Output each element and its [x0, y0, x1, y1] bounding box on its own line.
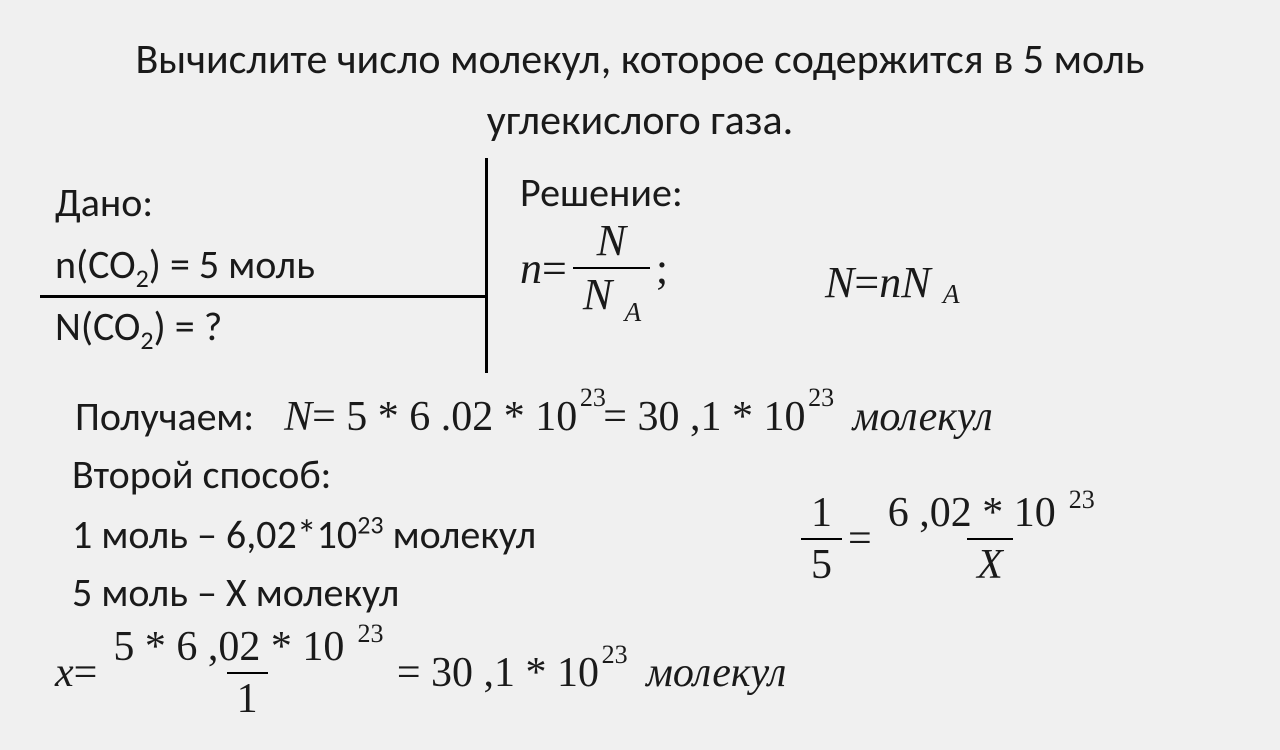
frac-n2a: 6 ,02 * 10	[888, 490, 1067, 536]
given-l2-pre: N(CO	[55, 302, 140, 351]
prop-l1b: молекул	[384, 510, 537, 559]
prop-line-1: 1 моль – 6,02*1023 молекул	[72, 506, 536, 564]
bot-frac: 5 * 6 ,02 * 10 23 1	[103, 624, 391, 722]
bot-unit: молекул	[646, 649, 786, 697]
formula-n-equals-N-over-NA: n = N NA ;	[520, 217, 668, 320]
given-block: Дано: n(CO2) = 5 моль N(CO2) = ?	[55, 172, 315, 358]
vertical-divider	[485, 158, 488, 373]
given-divider	[40, 295, 485, 298]
given-l2-sub: 2	[140, 324, 153, 356]
bottom-equation: x = 5 * 6 ,02 * 10 23 1 = 30 ,1 * 10 23 …	[55, 624, 786, 722]
prop-line-2: 5 моль – Х молекул	[72, 564, 536, 622]
sym-N: N	[825, 257, 854, 308]
problem-title: Вычислите число молекул, которое содержи…	[40, 30, 1240, 152]
frac-n2: 6 ,02 * 10 23	[878, 490, 1103, 538]
eq-sign: =	[542, 243, 567, 294]
result-math: N = 5 * 6 .02 * 10 23 = 30 ,1 * 10 23 мо…	[284, 393, 993, 441]
main-columns: Дано: n(CO2) = 5 моль N(CO2) = ? Решение…	[40, 162, 1240, 377]
bot-den: 1	[227, 672, 268, 722]
res-body2: = 30 ,1 * 10	[603, 393, 805, 441]
bot-exp2: 23	[602, 640, 628, 670]
solution-label: Решение:	[520, 168, 683, 217]
prop-l1a: 1 моль – 6,02*10	[72, 510, 357, 559]
res-exp2: 23	[808, 383, 834, 413]
bot-num-exp: 23	[357, 619, 383, 648]
given-line-1: n(CO2) = 5 моль	[55, 234, 315, 296]
sym-nN: nN	[879, 257, 930, 308]
eq-sign-2: =	[854, 257, 879, 308]
bot-eq: =	[74, 649, 98, 697]
given-label: Дано:	[55, 172, 315, 234]
given-l1-sub: 2	[136, 262, 149, 294]
bot-num-body: 5 * 6 ,02 * 10	[113, 624, 355, 670]
sub-A: A	[943, 279, 960, 310]
given-line-2: N(CO2) = ?	[55, 296, 315, 358]
frac-den-NA: NA	[573, 267, 650, 319]
result-label: Получаем:	[75, 392, 254, 441]
frac-602-X: 6 ,02 * 10 23 X	[878, 490, 1103, 588]
bot-x: x	[55, 649, 74, 697]
proportion-text: 1 моль – 6,02*1023 молекул 5 моль – Х мо…	[72, 506, 536, 622]
prop-l1exp: 23	[357, 509, 383, 541]
given-l1-post: ) = 5 моль	[149, 240, 315, 289]
frac-d2: X	[967, 538, 1013, 588]
den-N: N	[583, 270, 612, 319]
res-body1: = 5 * 6 .02 * 10	[312, 393, 577, 441]
frac-n2exp: 23	[1069, 485, 1095, 514]
bot-eq2: = 30 ,1 * 10	[397, 649, 599, 697]
given-l1-pre: n(CO	[55, 240, 136, 289]
frac-eq: =	[848, 515, 872, 563]
sym-n: n	[520, 243, 542, 294]
second-method-label: Второй способ:	[72, 450, 331, 499]
semicolon: ;	[656, 243, 668, 294]
res-unit: молекул	[853, 393, 993, 441]
bot-num: 5 * 6 ,02 * 10 23	[103, 624, 391, 672]
res-N: N	[284, 393, 312, 441]
given-l2-post: ) = ?	[154, 302, 223, 351]
den-A: A	[625, 297, 642, 327]
res-exp1: 23	[580, 383, 606, 413]
proportion-equation: 1 5 = 6 ,02 * 10 23 X	[795, 490, 1108, 588]
result-row: Получаем: N = 5 * 6 .02 * 10 23 = 30 ,1 …	[75, 392, 993, 441]
frac-1-5: 1 5	[801, 490, 842, 588]
frac-num-N: N	[587, 217, 636, 267]
formula-N-equals-nNA: N = nN A	[825, 257, 958, 308]
frac-n1: 1	[801, 490, 842, 538]
fraction-N-NA: N NA	[573, 217, 650, 320]
frac-d1: 5	[801, 538, 842, 588]
